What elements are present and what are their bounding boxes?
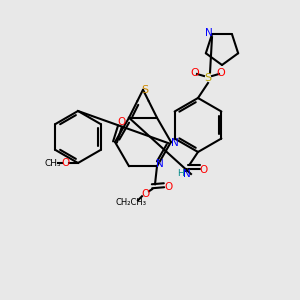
Text: O: O <box>217 68 225 78</box>
Text: O: O <box>142 189 150 199</box>
Text: N: N <box>183 169 191 179</box>
Text: N: N <box>205 28 213 38</box>
Text: O: O <box>165 182 173 192</box>
Text: CH₃: CH₃ <box>45 158 61 167</box>
Text: O: O <box>118 117 126 127</box>
Text: H: H <box>177 169 183 178</box>
Text: N: N <box>156 159 164 169</box>
Text: N: N <box>171 138 179 148</box>
Text: O: O <box>61 158 69 168</box>
Text: S: S <box>141 85 148 95</box>
Text: CH₂CH₃: CH₂CH₃ <box>116 198 146 207</box>
Text: O: O <box>199 165 207 175</box>
Text: S: S <box>204 73 211 83</box>
Text: O: O <box>190 68 200 78</box>
